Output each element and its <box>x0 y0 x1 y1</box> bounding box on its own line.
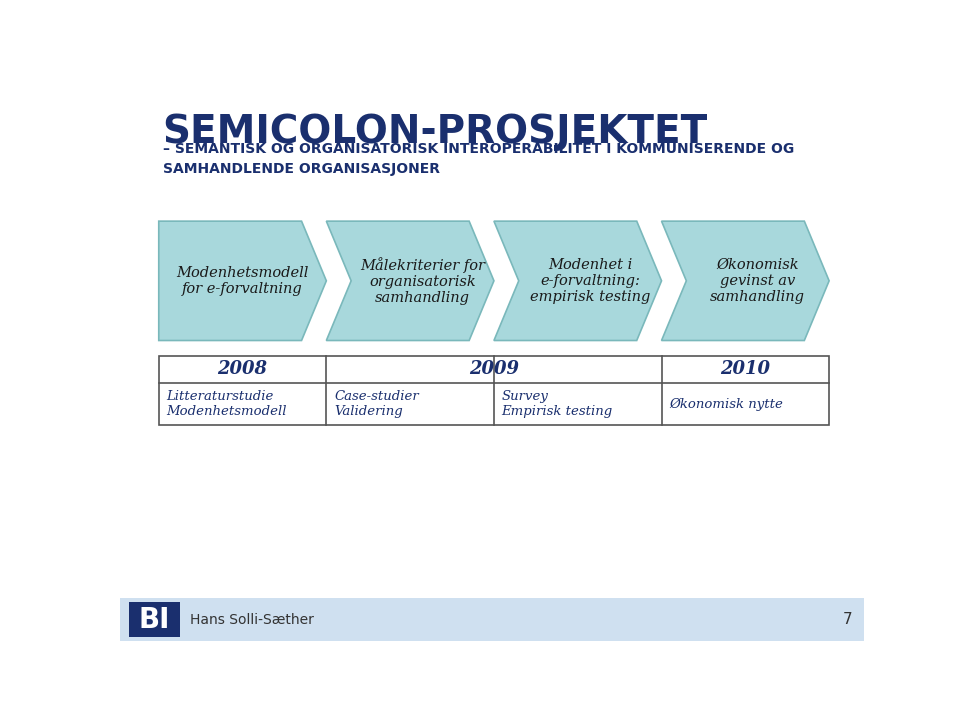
Text: BI: BI <box>139 606 170 634</box>
Bar <box>158 356 829 426</box>
Text: SEMICOLON-PROSJEKTET: SEMICOLON-PROSJEKTET <box>162 113 708 151</box>
Polygon shape <box>494 221 661 341</box>
Text: Survey
Empirisk testing: Survey Empirisk testing <box>502 390 612 418</box>
Text: Modenhetsmodell
for e-forvaltning: Modenhetsmodell for e-forvaltning <box>177 266 309 296</box>
Text: 2008: 2008 <box>218 361 268 379</box>
Polygon shape <box>661 221 829 341</box>
Text: Økonomisk nytte: Økonomisk nytte <box>669 397 783 410</box>
Bar <box>130 602 180 637</box>
Text: Målekriterier for
organisatorisk
samhandling: Målekriterier for organisatorisk samhand… <box>360 257 485 305</box>
Text: – SEMANTISK OG ORGANISATORISK INTEROPERABILITET I KOMMUNISERENDE OG
SAMHANDLENDE: – SEMANTISK OG ORGANISATORISK INTEROPERA… <box>162 142 794 176</box>
Text: Økonomisk
gevinst av
samhandling: Økonomisk gevinst av samhandling <box>710 258 805 304</box>
Bar <box>120 598 864 641</box>
Text: 7: 7 <box>843 612 852 627</box>
Text: Litteraturstudie
Modenhetsmodell: Litteraturstudie Modenhetsmodell <box>166 390 287 418</box>
Text: 2010: 2010 <box>720 361 770 379</box>
Text: Hans Solli-Sæther: Hans Solli-Sæther <box>190 613 314 626</box>
Text: 2009: 2009 <box>468 361 519 379</box>
Polygon shape <box>326 221 494 341</box>
Text: Modenhet i
e-forvaltning:
empirisk testing: Modenhet i e-forvaltning: empirisk testi… <box>530 258 650 304</box>
Text: Case-studier
Validering: Case-studier Validering <box>334 390 419 418</box>
Polygon shape <box>158 221 326 341</box>
